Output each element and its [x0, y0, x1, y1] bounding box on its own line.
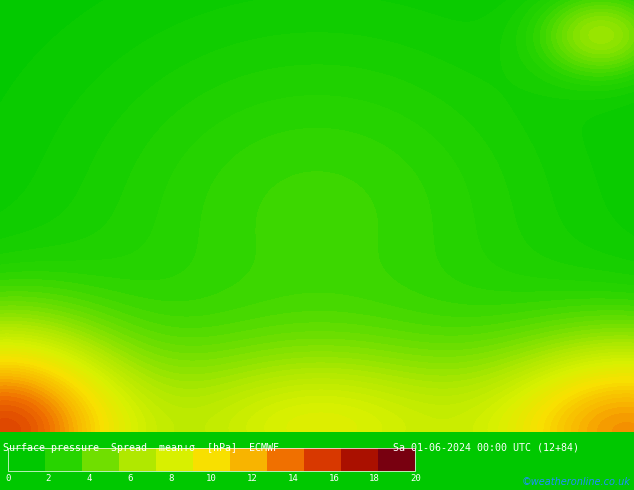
Bar — [304, 448, 341, 471]
Bar — [378, 448, 415, 471]
Bar — [230, 448, 267, 471]
Text: 8: 8 — [168, 474, 173, 483]
Bar — [193, 448, 230, 471]
Text: Surface pressure  Spread  mean+σ  [hPa]  ECMWF: Surface pressure Spread mean+σ [hPa] ECM… — [3, 442, 279, 453]
Bar — [8, 448, 44, 471]
Bar — [119, 448, 156, 471]
Bar — [341, 448, 378, 471]
Text: Sa 01-06-2024 00:00 UTC (12+84): Sa 01-06-2024 00:00 UTC (12+84) — [393, 442, 579, 453]
Text: 10: 10 — [206, 474, 217, 483]
Bar — [82, 448, 119, 471]
Text: 14: 14 — [288, 474, 299, 483]
Text: 0: 0 — [5, 474, 10, 483]
Text: 20: 20 — [410, 474, 420, 483]
Text: 12: 12 — [247, 474, 257, 483]
Bar — [267, 448, 304, 471]
Text: 6: 6 — [127, 474, 133, 483]
Text: 18: 18 — [369, 474, 380, 483]
Text: 2: 2 — [46, 474, 51, 483]
Text: ©weatheronline.co.uk: ©weatheronline.co.uk — [522, 477, 631, 487]
Bar — [8, 448, 415, 471]
Text: 4: 4 — [86, 474, 92, 483]
Bar — [44, 448, 82, 471]
Bar — [156, 448, 193, 471]
Text: 16: 16 — [328, 474, 339, 483]
